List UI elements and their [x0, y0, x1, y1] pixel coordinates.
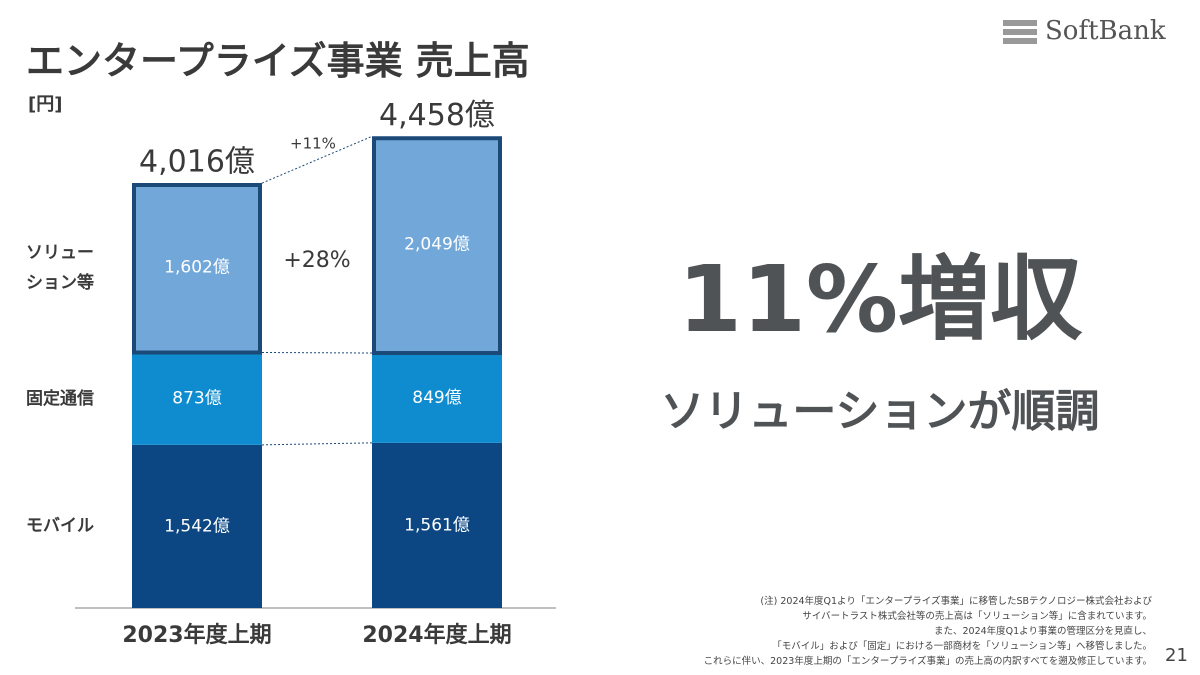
total-label: 4,458億	[379, 98, 495, 133]
subheadline: ソリューションが順調	[660, 386, 1100, 437]
logo-icon	[1003, 20, 1037, 44]
x-tick-label: 2023年度上期	[122, 622, 271, 648]
total-label: 4,016億	[139, 145, 255, 180]
annotation: +11%	[290, 135, 336, 153]
bar-segment	[132, 352, 262, 445]
page-number: 21	[1165, 645, 1188, 666]
value-label: 1,542億	[164, 516, 230, 536]
bar-segment	[372, 353, 502, 443]
footnote-line: また、2024年度Q1より事業の管理区分を見直し、	[933, 626, 1152, 637]
unit-label: [円]	[28, 94, 63, 115]
series-name: モバイル	[26, 516, 94, 537]
chart: 1,542億 1,561億 873億 849億 1,602億 2,049億 2023年度上期…	[75, 98, 556, 648]
value-label: 1,602億	[164, 258, 230, 278]
connector	[261, 442, 373, 446]
bar-segment	[132, 183, 262, 355]
bar-segment	[372, 442, 502, 608]
bar-segment	[132, 444, 262, 608]
logo: SoftBank	[1045, 16, 1166, 46]
series-name: ソリューション等	[26, 242, 94, 293]
footnote: (注) 2024年度Q1より「エンタープライズ事業」に移管したSBテクノロジー株…	[704, 594, 1152, 669]
footnote-line: これらに伴い、2023年度上期の「エンタープライズ事業」の売上高の内訳すべてを遡…	[703, 656, 1152, 667]
connector	[261, 351, 373, 354]
footnote-line: (注) 2024年度Q1より「エンタープライズ事業」に移管したSBテクノロジー株…	[760, 596, 1152, 607]
series-name: 固定通信	[26, 388, 94, 409]
value-label: 873億	[172, 389, 221, 409]
value-label: 1,561億	[404, 515, 470, 535]
value-label: 2,049億	[404, 235, 470, 255]
value-label: 849億	[412, 388, 461, 408]
annotation: +28%	[283, 248, 350, 273]
footnote-line: サイバートラスト株式会社等の売上高は「ソリューション等」に含まれています。	[802, 611, 1152, 622]
headline: 11%増収	[677, 246, 1083, 353]
x-tick-label: 2024年度上期	[362, 622, 511, 648]
bar-segment	[372, 136, 502, 356]
title: エンタープライズ事業 売上高	[26, 39, 530, 83]
footnote-line: 「モバイル」および「固定」における一部商材を「ソリューション等」へ移管しました。	[772, 641, 1152, 652]
